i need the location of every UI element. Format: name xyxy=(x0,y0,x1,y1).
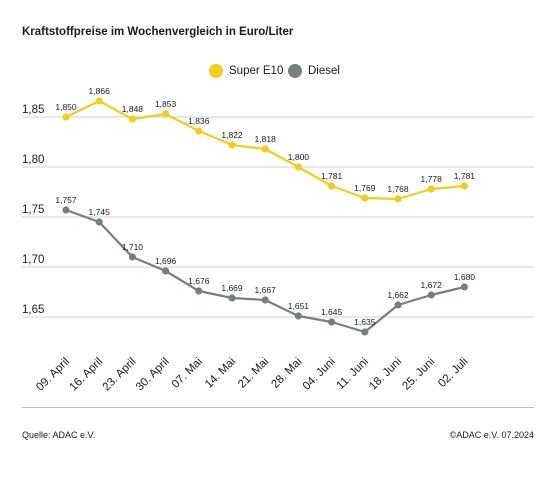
data-point xyxy=(128,253,136,261)
data-point xyxy=(328,318,336,326)
x-tick-label: 25. Juni xyxy=(400,356,437,393)
x-tick-label: 23. April xyxy=(101,356,139,394)
data-label: 1,866 xyxy=(89,86,111,96)
data-point xyxy=(162,110,170,118)
x-tick-label: 28. Mai xyxy=(269,356,304,391)
legend-label-diesel: Diesel xyxy=(308,65,340,77)
data-label: 1,676 xyxy=(188,276,210,286)
data-label: 1,769 xyxy=(354,183,376,193)
source-note: Quelle: ADAC e.V. xyxy=(22,430,96,440)
data-point xyxy=(361,194,369,202)
y-tick-label: 1,75 xyxy=(22,204,44,216)
x-tick-label: 07. Mai xyxy=(170,356,205,391)
data-label: 1,822 xyxy=(221,130,243,140)
x-tick-label: 02. Juli xyxy=(436,356,470,390)
data-label: 1,778 xyxy=(421,174,443,184)
data-point xyxy=(294,312,302,320)
data-point xyxy=(162,267,170,275)
data-point xyxy=(294,163,302,171)
data-point xyxy=(261,145,269,153)
legend-item-super: Super E10 xyxy=(209,64,283,78)
y-tick-label: 1,65 xyxy=(22,304,44,316)
data-label: 1,745 xyxy=(89,207,111,217)
x-tick-label: 18. Juni xyxy=(367,356,404,393)
data-label: 1,710 xyxy=(122,242,144,252)
data-label: 1,850 xyxy=(55,102,77,112)
data-label: 1,645 xyxy=(321,307,343,317)
data-point xyxy=(460,182,468,190)
chart-title: Kraftstoffpreise im Wochenvergleich in E… xyxy=(22,26,294,38)
legend-swatch-super xyxy=(209,64,223,78)
data-label: 1,662 xyxy=(387,290,409,300)
x-tick-label: 16. April xyxy=(67,356,105,394)
x-tick-label: 30. April xyxy=(134,356,172,394)
x-tick-label: 14. Mai xyxy=(203,356,238,391)
legend: Super E10 Diesel xyxy=(0,64,556,84)
data-label: 1,757 xyxy=(55,195,77,205)
data-label: 1,696 xyxy=(155,256,177,266)
data-point xyxy=(128,115,136,123)
data-point xyxy=(261,296,269,304)
data-point xyxy=(62,113,70,121)
data-label: 1,781 xyxy=(454,171,476,181)
data-label: 1,800 xyxy=(288,152,310,162)
data-label: 1,853 xyxy=(155,99,177,109)
copyright-note: ©ADAC e.V. 07.2024 xyxy=(449,430,534,440)
data-point xyxy=(328,182,336,190)
data-point xyxy=(361,328,369,336)
data-point xyxy=(62,206,70,214)
data-point xyxy=(95,97,103,105)
data-point xyxy=(394,301,402,309)
x-tick-label: 04. Juni xyxy=(301,356,338,393)
data-label: 1,672 xyxy=(421,280,443,290)
y-tick-label: 1,70 xyxy=(22,254,44,266)
data-point xyxy=(394,195,402,203)
data-label: 1,651 xyxy=(288,301,310,311)
data-point xyxy=(460,283,468,291)
data-label: 1,669 xyxy=(221,283,243,293)
x-tick-label: 11. Juni xyxy=(335,356,371,392)
data-point xyxy=(95,218,103,226)
data-label: 1,848 xyxy=(122,104,144,114)
data-label: 1,635 xyxy=(354,317,376,327)
data-label: 1,680 xyxy=(454,272,476,282)
data-label: 1,768 xyxy=(387,184,409,194)
data-label: 1,781 xyxy=(321,171,343,181)
series-line-diesel xyxy=(65,208,465,334)
data-label: 1,836 xyxy=(188,116,210,126)
data-point xyxy=(228,294,236,302)
x-tick-label: 21. Mai xyxy=(236,356,271,391)
y-tick-label: 1,80 xyxy=(22,154,44,166)
data-point xyxy=(195,287,203,295)
legend-swatch-diesel xyxy=(288,64,302,78)
footer-divider xyxy=(22,407,534,408)
data-point xyxy=(195,127,203,135)
legend-item-diesel: Diesel xyxy=(288,64,340,78)
data-point xyxy=(427,291,435,299)
data-point xyxy=(427,185,435,193)
y-tick-label: 1,85 xyxy=(22,104,44,116)
legend-label-super: Super E10 xyxy=(229,65,284,77)
data-label: 1,667 xyxy=(255,285,277,295)
data-label: 1,818 xyxy=(255,134,277,144)
data-point xyxy=(228,141,236,149)
x-tick-label: 09. April xyxy=(34,356,72,394)
